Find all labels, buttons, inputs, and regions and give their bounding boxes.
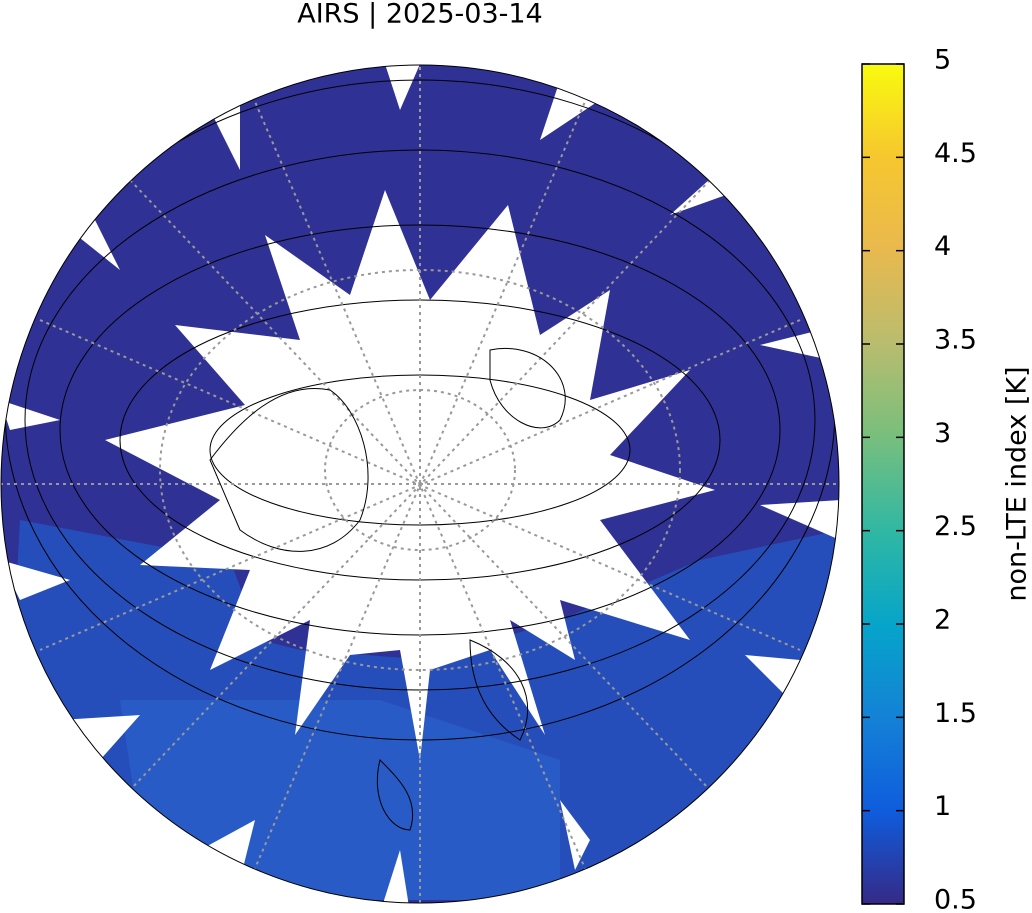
colorbar-tick-label: 3.5 (934, 325, 977, 356)
data-gap (1, 560, 70, 600)
colorbar-tick-label: 0.5 (934, 885, 977, 913)
colorbar-tick-label: 1 (934, 791, 951, 822)
map-border (0, 64, 840, 904)
graticule (1, 65, 839, 903)
colorbar-tick-label: 5 (934, 45, 951, 76)
colorbar-tick-label: 1.5 (934, 698, 977, 729)
data-gap (1, 400, 60, 430)
data-gap (380, 850, 410, 903)
map (1, 65, 839, 903)
colorbar-tick-label: 4 (934, 231, 951, 262)
colorbar (861, 63, 905, 905)
colorbar-tick-label: 4.5 (934, 138, 977, 169)
colorbar-tick-label: 2.5 (934, 511, 977, 542)
colorbar-tick-label: 2 (934, 605, 951, 636)
data-gap (385, 65, 420, 110)
colorbar-tick-label: 3 (934, 418, 951, 449)
colorbar-label: non-LTE index [K] (1002, 366, 1032, 601)
data-gap (560, 800, 590, 870)
title: AIRS | 2025-03-14 (297, 0, 543, 30)
coastlines (209, 348, 566, 831)
data-gap (60, 715, 140, 760)
data-gap (760, 500, 839, 540)
